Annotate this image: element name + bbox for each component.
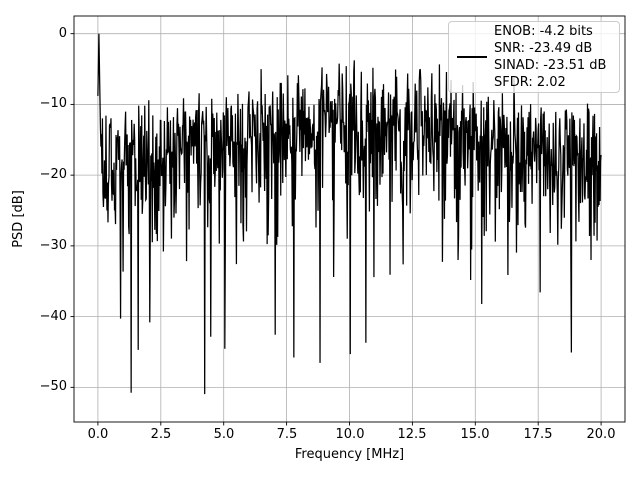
y-tick-label: −40: [39, 309, 67, 324]
x-tick-label: 0.0: [87, 427, 109, 442]
y-tick-label: −10: [39, 96, 67, 111]
x-tick-label: 2.5: [150, 427, 172, 442]
legend: ENOB: -4.2 bits SNR: -23.49 dB SINAD: -2…: [448, 21, 620, 93]
x-tick-label: 12.5: [397, 427, 427, 442]
x-axis-label: Frequency [MHz]: [294, 447, 405, 462]
x-tick-label: 20.0: [586, 427, 616, 442]
y-tick-label: −20: [39, 167, 67, 182]
y-tick-label: −50: [39, 379, 67, 394]
legend-entry-snr: SNR: -23.49 dB: [494, 41, 593, 56]
x-tick-label: 7.5: [276, 427, 298, 442]
legend-entry-sinad: SINAD: -23.51 dB: [494, 58, 607, 73]
x-tick-label: 17.5: [523, 427, 553, 442]
y-tick-label: −30: [39, 238, 67, 253]
legend-line-icon: [457, 56, 487, 58]
x-tick-label: 5.0: [213, 427, 235, 442]
psd-trace: [97, 33, 602, 395]
legend-entries: ENOB: -4.2 bits SNR: -23.49 dB SINAD: -2…: [494, 23, 606, 91]
legend-entry-enob: ENOB: -4.2 bits: [494, 24, 593, 39]
y-axis-label: PSD [dB]: [11, 190, 26, 248]
x-tick-label: 10.0: [335, 427, 365, 442]
y-tick-label: 0: [58, 26, 67, 41]
legend-line-sample: [457, 56, 487, 58]
legend-entry-sfdr: SFDR: 2.02: [494, 75, 566, 90]
x-tick-label: 15.0: [460, 427, 490, 442]
